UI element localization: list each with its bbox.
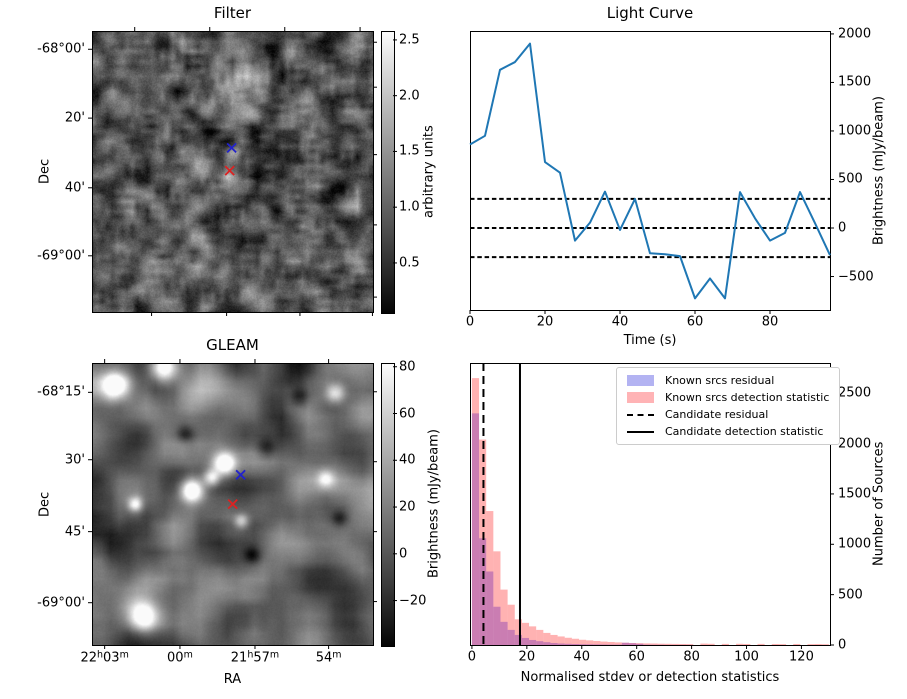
- tick-label: 40': [64, 180, 85, 196]
- gleam-colorbar: [381, 363, 395, 647]
- tick-label: 80: [761, 314, 779, 330]
- tick-label: 20: [399, 499, 416, 515]
- tick-label: 40: [611, 314, 629, 330]
- tick-label: 0: [467, 649, 477, 665]
- tick-label: 80: [399, 359, 416, 375]
- tick-label: 2.0: [399, 88, 420, 104]
- tick-label: 0: [838, 220, 847, 236]
- legend-item-known-srcs-detection: Known srcs detection statistic: [627, 391, 829, 404]
- tick-label: 21h57m: [230, 649, 280, 666]
- tick-label: 0: [399, 546, 408, 562]
- tick-label: 20: [518, 649, 536, 665]
- legend-swatch-dashed-line: [627, 413, 654, 416]
- tick-label: 60: [628, 649, 645, 665]
- filter-colorbar: [381, 31, 395, 314]
- tick-label: 0.5: [399, 255, 420, 271]
- tick-label: 22h03m: [80, 649, 129, 666]
- tick-label: 1000: [838, 536, 872, 552]
- tick-label: 1.0: [399, 199, 420, 215]
- tick-label: 45': [64, 524, 85, 540]
- tick-label: 1.5: [399, 143, 420, 159]
- gleam-x-axis-label: RA: [223, 672, 242, 687]
- tick-label: 1000: [838, 123, 872, 139]
- tick-label: 2000: [838, 26, 872, 42]
- legend-label: Candidate residual: [665, 408, 769, 421]
- tick-label: 80: [683, 649, 700, 665]
- gleam-title: GLEAM: [206, 336, 259, 354]
- legend-item-known-srcs-residual: Known srcs residual: [627, 374, 829, 387]
- filter-sky-image: [92, 31, 373, 312]
- legend-label: Known srcs detection statistic: [665, 391, 830, 404]
- tick-label: 00m: [167, 649, 193, 666]
- filter-colorbar-label: arbitrary units: [421, 125, 437, 218]
- histogram-x-axis-label: Normalised stdev or detection statistics: [520, 670, 780, 685]
- tick-label: -68°15': [37, 384, 85, 400]
- legend-item-candidate-residual: Candidate residual: [627, 408, 829, 421]
- tick-label: 54m: [315, 649, 342, 666]
- legend-swatch-pink-patch: [627, 392, 654, 403]
- tick-label: 20: [536, 314, 554, 330]
- tick-label: 40: [573, 649, 591, 665]
- tick-label: 100: [734, 649, 759, 665]
- light-curve-title: Light Curve: [606, 4, 694, 22]
- tick-label: 1500: [838, 486, 872, 502]
- tick-label: 30': [64, 452, 85, 468]
- tick-label: -69°00': [37, 595, 85, 611]
- tick-label: -69°00': [37, 248, 85, 264]
- tick-label: 0: [838, 637, 847, 653]
- tick-label: 500: [838, 171, 863, 187]
- tick-label: 40: [399, 452, 416, 468]
- tick-label: 60: [399, 406, 416, 421]
- histogram-y-axis-label: Number of Sources: [871, 441, 887, 567]
- histogram-legend: Known srcs residual Known srcs detection…: [616, 367, 841, 445]
- tick-label: 60: [686, 314, 704, 330]
- filter-dec-axis-label: Dec: [37, 158, 53, 185]
- tick-label: 2.5: [399, 32, 420, 48]
- tick-label: 2000: [838, 436, 872, 452]
- light-curve-x-axis-label: Time (s): [623, 333, 677, 348]
- filter-title: Filter: [213, 4, 252, 22]
- tick-label: 20': [64, 110, 85, 126]
- tick-label: 500: [838, 587, 863, 603]
- tick-label: 1500: [838, 74, 872, 90]
- legend-item-candidate-detection: Candidate detection statistic: [627, 425, 829, 438]
- tick-label: -68°00': [37, 41, 85, 57]
- tick-label: 2500: [838, 385, 872, 401]
- tick-label: −500: [838, 269, 874, 285]
- tick-label: 0: [465, 314, 475, 330]
- gleam-colorbar-label: Brightness (mJy/beam): [426, 429, 442, 579]
- legend-label: Known srcs residual: [665, 374, 775, 387]
- legend-swatch-blue-patch: [627, 375, 654, 386]
- tick-label: −20: [399, 593, 427, 609]
- tick-label: 120: [789, 649, 814, 665]
- legend-label: Candidate detection statistic: [665, 425, 824, 438]
- legend-swatch-solid-line: [627, 430, 654, 433]
